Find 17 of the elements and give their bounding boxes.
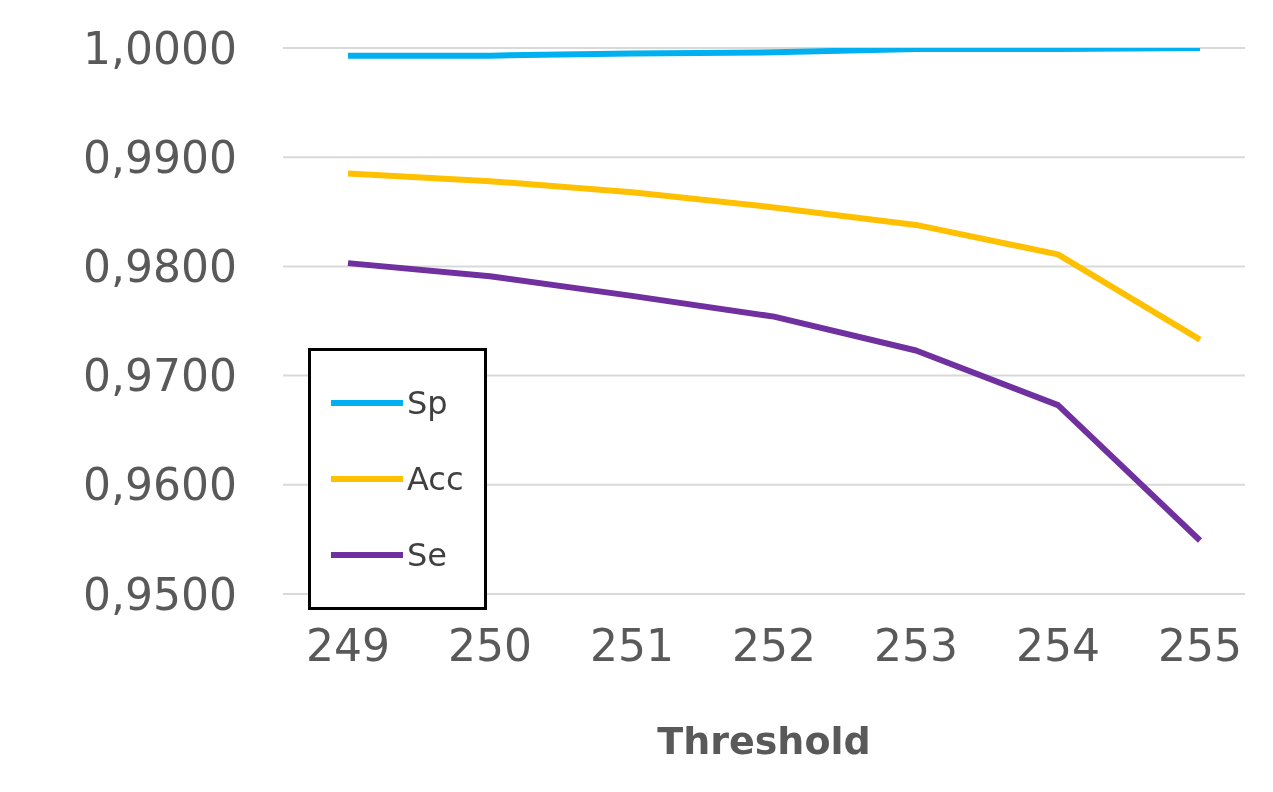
x-tick-label: 249: [306, 620, 390, 672]
legend-label: Acc: [407, 460, 464, 498]
x-tick-label: 252: [732, 620, 816, 672]
x-tick-label: 253: [874, 620, 958, 672]
x-tick-label: 255: [1158, 620, 1242, 672]
y-tick-label: 0,9600: [83, 459, 237, 511]
y-tick-label: 0,9700: [83, 350, 237, 402]
legend-label: Se: [407, 536, 447, 574]
x-axis-title: Threshold: [657, 719, 871, 763]
y-tick-label: 0,9900: [83, 131, 237, 183]
y-tick-label: 0,9800: [83, 241, 237, 293]
y-tick-label: 1,0000: [83, 22, 237, 74]
x-tick-label: 251: [590, 620, 674, 672]
x-tick-label: 250: [448, 620, 532, 672]
y-tick-label: 0,9500: [83, 568, 237, 620]
legend-label: Sp: [407, 384, 448, 422]
x-tick-label: 254: [1016, 620, 1100, 672]
